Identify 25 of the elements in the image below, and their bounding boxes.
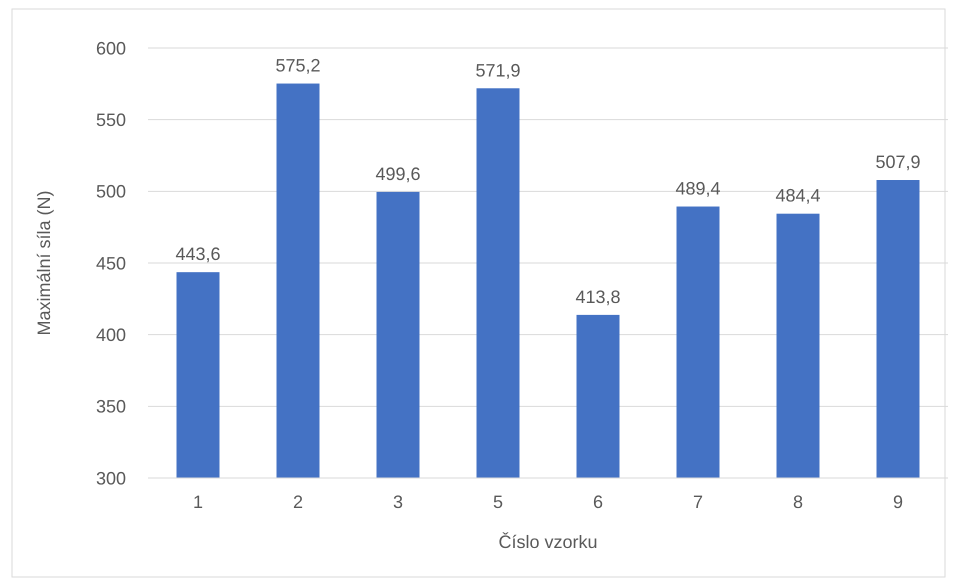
- y-tick-label: 550: [96, 110, 126, 130]
- data-label: 575,2: [275, 56, 321, 76]
- data-label: 413,8: [575, 286, 621, 307]
- y-tick-label: 350: [96, 396, 126, 417]
- x-tick-label: 1: [192, 492, 204, 512]
- data-label: 443,6: [175, 244, 221, 264]
- data-label: 571,9: [475, 60, 521, 80]
- x-tick-label: 8: [792, 492, 804, 512]
- y-tick-label: 300: [96, 468, 126, 488]
- x-tick-label: 9: [892, 492, 904, 512]
- x-tick-label: 3: [392, 492, 404, 512]
- data-label: 484,4: [775, 186, 821, 206]
- data-label: 507,9: [875, 152, 921, 172]
- y-tick-label: 400: [96, 324, 126, 345]
- x-axis-title: Číslo vzorku: [498, 532, 598, 552]
- y-tick-label: 600: [96, 38, 126, 58]
- y-tick-label: 500: [96, 182, 126, 202]
- x-tick-label: 2: [292, 492, 304, 512]
- y-tick-label: 450: [96, 253, 126, 274]
- data-label: 499,6: [375, 164, 421, 184]
- x-tick-label: 6: [592, 492, 604, 512]
- y-axis-title: Maximální síla (N): [34, 190, 54, 336]
- x-tick-label: 5: [492, 492, 504, 512]
- x-tick-label: 7: [692, 492, 704, 512]
- data-label: 489,4: [675, 178, 721, 199]
